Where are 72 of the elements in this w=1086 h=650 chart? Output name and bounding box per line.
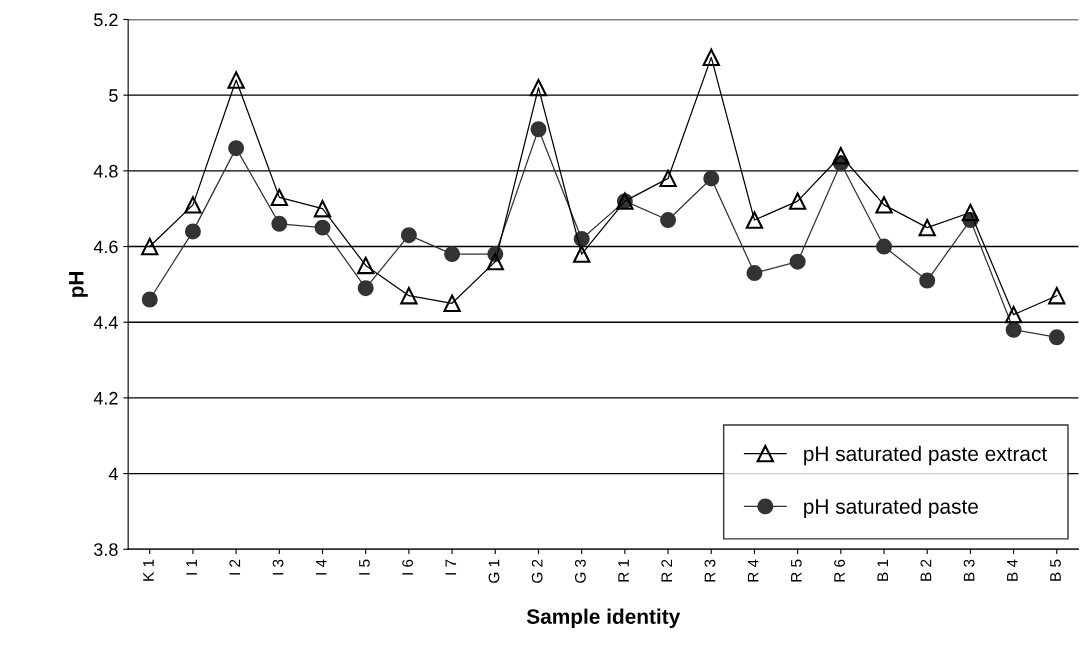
point xyxy=(271,215,288,232)
point xyxy=(832,147,850,165)
y-axis-title: pH xyxy=(69,271,88,297)
point xyxy=(184,223,201,240)
y-tick-label: 4.4 xyxy=(93,316,118,329)
point xyxy=(227,71,245,89)
x-tick-label: G 2 xyxy=(531,559,543,583)
point xyxy=(702,48,720,67)
point xyxy=(789,253,806,270)
point xyxy=(400,227,417,244)
point xyxy=(660,212,677,229)
point xyxy=(918,218,936,237)
point xyxy=(961,203,980,222)
point xyxy=(184,196,202,214)
point xyxy=(313,200,332,218)
x-tick-label: R 2 xyxy=(661,559,673,582)
x-tick-label: I 6 xyxy=(402,559,413,575)
x-tick-label: R 1 xyxy=(618,559,629,582)
point xyxy=(919,272,936,289)
point xyxy=(270,188,288,207)
point xyxy=(703,170,720,187)
point xyxy=(357,280,374,297)
point xyxy=(141,291,158,308)
point xyxy=(1005,321,1022,338)
x-tick-label: K 1 xyxy=(143,559,154,581)
point xyxy=(486,252,504,271)
y-tick-label: 4.2 xyxy=(93,391,118,405)
y-tick-label: 4 xyxy=(108,467,118,481)
x-tick-label: I 5 xyxy=(359,559,370,575)
x-tick-label: I 7 xyxy=(445,559,457,575)
point xyxy=(444,246,461,263)
point xyxy=(1004,305,1023,324)
x-tick-label: B 3 xyxy=(963,559,975,581)
x-tick-label: B 4 xyxy=(1007,559,1018,581)
x-tick-label: I 1 xyxy=(186,559,197,575)
x-tick-label: G 3 xyxy=(574,559,586,583)
x-tick-label: I 4 xyxy=(315,559,327,575)
y-tick-label: 4.8 xyxy=(93,164,118,178)
legend-label: pH saturated paste extract xyxy=(804,445,1048,466)
point xyxy=(529,78,548,97)
x-tick-label: R 4 xyxy=(747,559,759,582)
point xyxy=(357,256,375,275)
point xyxy=(788,192,807,210)
point xyxy=(1048,329,1065,346)
point xyxy=(573,245,591,263)
y-tick-label: 4.6 xyxy=(93,240,118,254)
point xyxy=(228,140,245,157)
point xyxy=(141,237,159,256)
legend-label: pH saturated paste xyxy=(804,498,978,518)
point xyxy=(876,238,893,255)
point xyxy=(1048,287,1066,305)
x-tick-label: R 3 xyxy=(704,559,716,582)
x-tick-label: R 5 xyxy=(791,559,802,582)
x-tick-label: I 3 xyxy=(272,559,284,575)
x-tick-label: R 6 xyxy=(834,559,845,582)
x-tick-label: B 1 xyxy=(877,559,888,581)
point xyxy=(746,265,763,282)
point xyxy=(659,169,677,188)
point xyxy=(875,196,893,214)
x-axis-title: Sample identity xyxy=(526,608,681,629)
point xyxy=(314,219,331,236)
point xyxy=(443,294,461,312)
x-tick-label: G 1 xyxy=(488,559,500,583)
point xyxy=(400,287,418,305)
y-tick-label: 5.2 xyxy=(94,13,118,27)
point xyxy=(745,211,764,229)
point xyxy=(530,121,547,138)
y-tick-label: 3.8 xyxy=(94,543,118,556)
x-tick-label: B 2 xyxy=(920,559,932,581)
x-tick-label: I 2 xyxy=(229,559,241,575)
y-tick-label: 5 xyxy=(109,89,118,102)
x-tick-label: B 5 xyxy=(1050,559,1061,581)
